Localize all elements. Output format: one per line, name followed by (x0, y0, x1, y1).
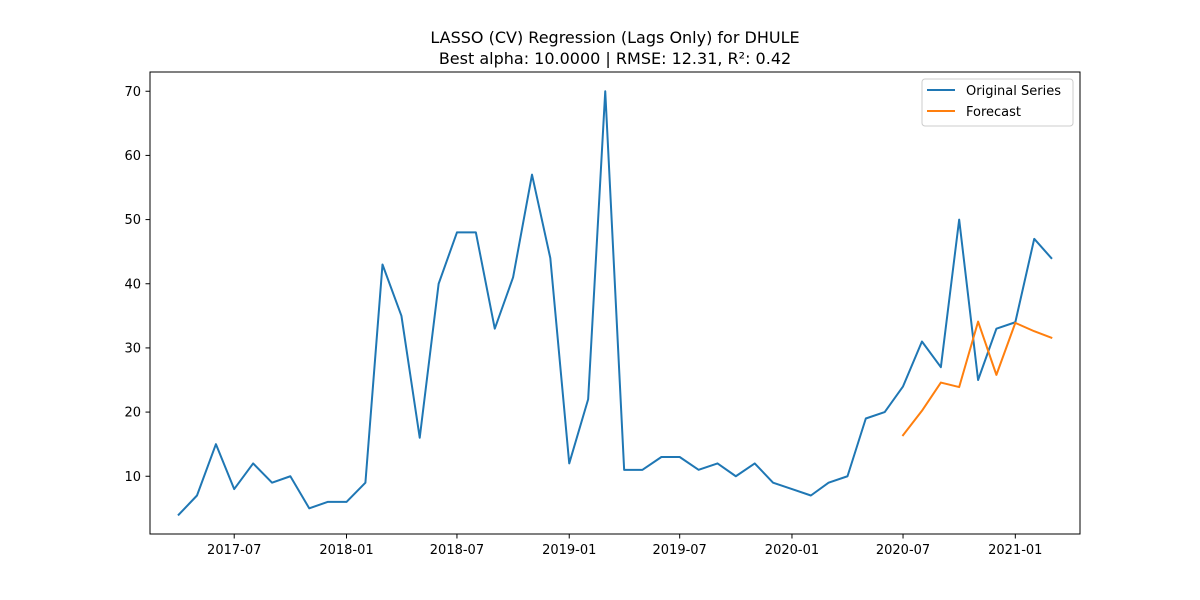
x-tick-label: 2017-07 (207, 543, 261, 558)
series-line-0 (177, 90, 1053, 517)
legend: Original Series Forecast (921, 78, 1074, 127)
plot-frame (149, 71, 1081, 535)
x-tick-label: 2019-07 (653, 543, 707, 558)
y-tick-label: 20 (124, 406, 141, 421)
y-tick-label: 60 (124, 149, 141, 164)
x-tick-label: 2018-01 (319, 543, 373, 558)
legend-label-0: Original Series (966, 84, 1061, 99)
series-line-1 (901, 320, 1053, 437)
y-tick-label: 50 (124, 213, 141, 228)
y-tick-label: 40 (124, 277, 141, 292)
legend-label-1: Forecast (966, 105, 1021, 120)
y-tick-label: 10 (124, 470, 141, 485)
chart-subtitle: Best alpha: 10.0000 | RMSE: 12.31, R²: 0… (439, 49, 791, 68)
y-tick-label: 30 (124, 341, 141, 356)
plot-area (177, 90, 1053, 517)
x-tick-label: 2019-01 (542, 543, 596, 558)
x-tick-label: 2020-07 (876, 543, 930, 558)
axes: 2017-07 2018-01 2018-07 2019-01 2019-07 2020-… (124, 71, 1081, 558)
legend-box (921, 78, 1074, 127)
chart-title: LASSO (CV) Regression (Lags Only) for DH… (430, 28, 799, 47)
x-tick-label: 2018-07 (430, 543, 484, 558)
x-tick-label: 2020-01 (765, 543, 819, 558)
x-tick-label: 2021-01 (988, 543, 1042, 558)
y-tick-label: 70 (124, 85, 141, 100)
